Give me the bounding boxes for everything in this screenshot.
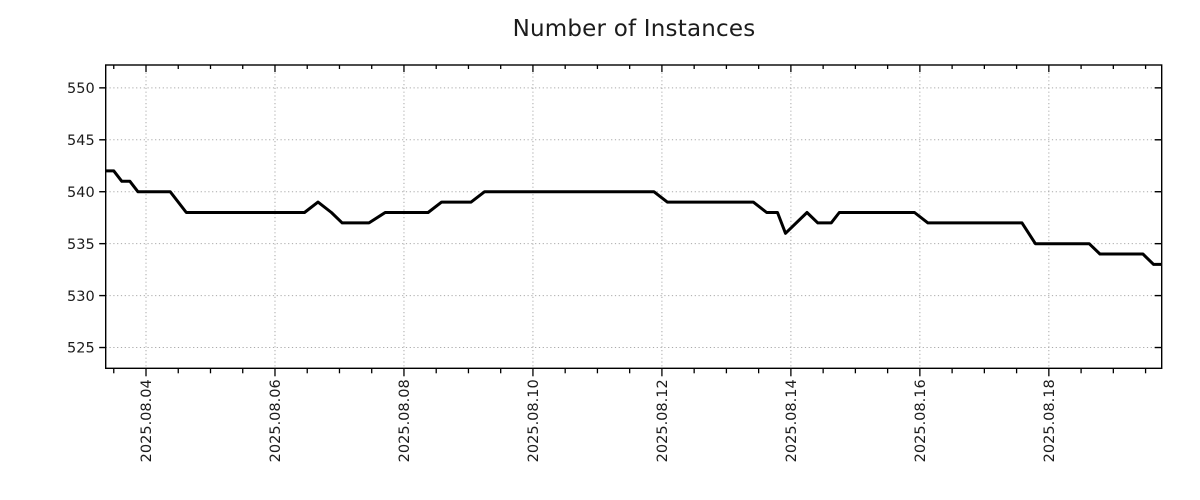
y-tick-label: 525	[67, 341, 95, 357]
x-tick-label: 2025.08.06	[268, 379, 284, 462]
y-tick-label: 540	[67, 185, 95, 201]
x-tick-label: 2025.08.10	[526, 379, 542, 462]
x-tick-label: 2025.08.04	[139, 379, 155, 462]
chart-title: Number of Instances	[512, 16, 756, 42]
y-tick-label: 530	[67, 289, 95, 305]
x-tick-label: 2025.08.18	[1042, 379, 1058, 462]
x-tick-label: 2025.08.08	[397, 379, 413, 462]
x-tick-label: 2025.08.14	[784, 379, 800, 462]
plot-border	[104, 64, 1163, 369]
y-tick-label: 545	[67, 133, 95, 149]
x-tick-label: 2025.08.12	[655, 379, 671, 462]
series-line	[105, 169, 1162, 266]
y-tick-label: 535	[67, 237, 95, 253]
y-tick-label: 550	[67, 81, 95, 97]
x-tick-label: 2025.08.16	[913, 379, 929, 462]
